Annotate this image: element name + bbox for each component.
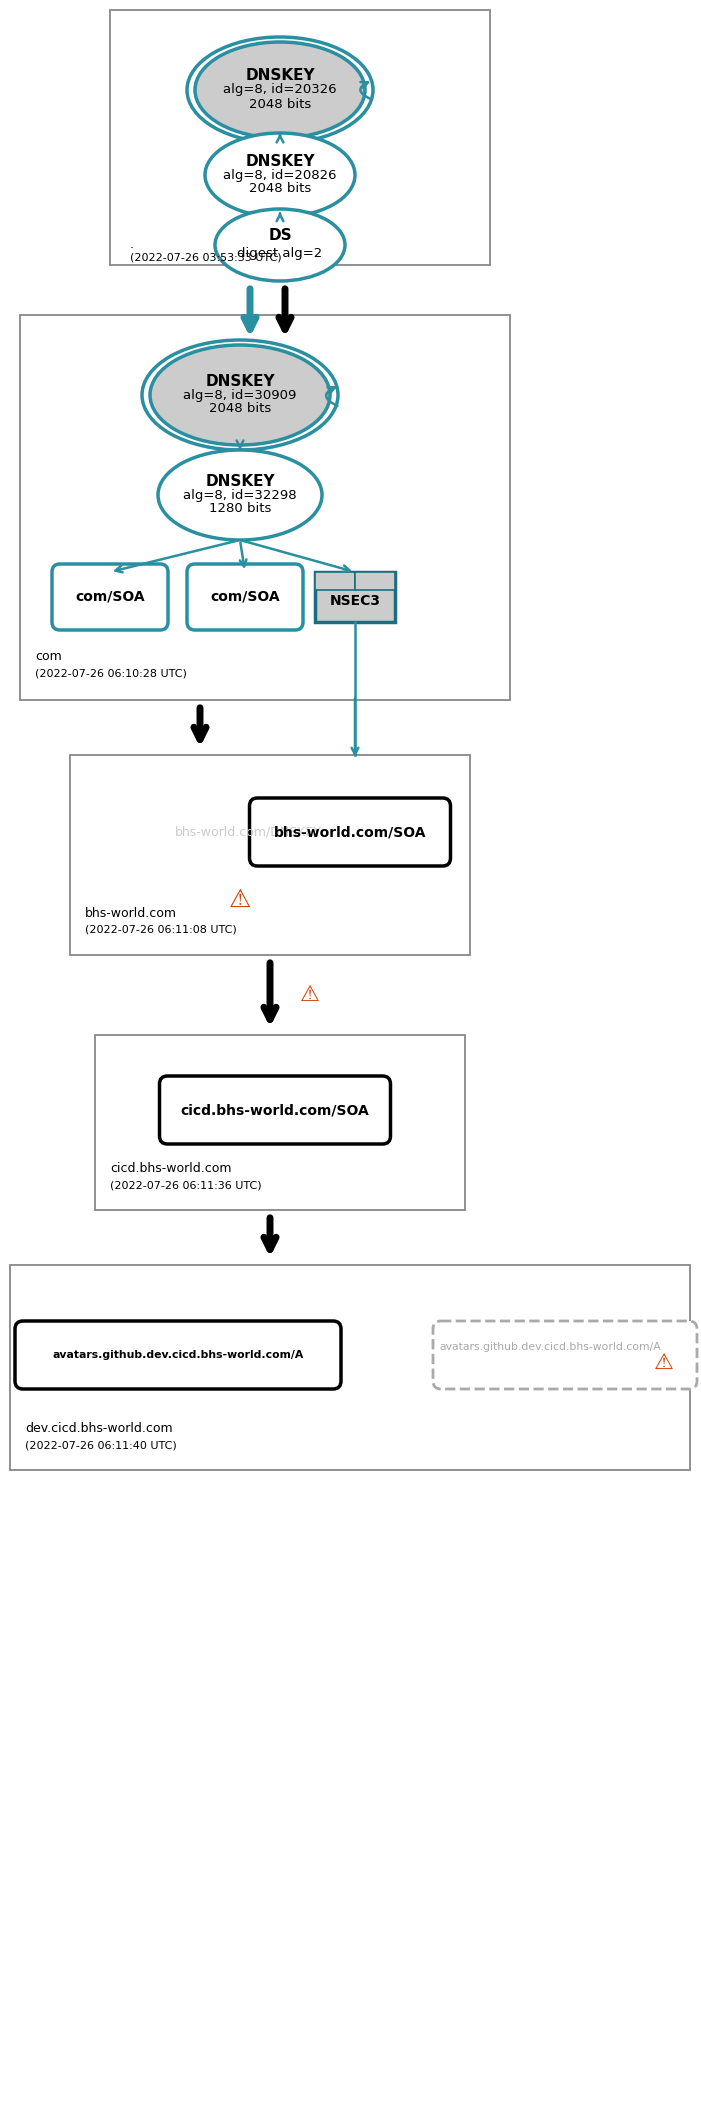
Text: ⚠: ⚠	[654, 1353, 674, 1374]
FancyBboxPatch shape	[187, 564, 303, 630]
Text: alg=8, id=20326: alg=8, id=20326	[223, 83, 336, 96]
FancyBboxPatch shape	[433, 1321, 697, 1389]
Text: avatars.github.dev.cicd.bhs-world.com/A: avatars.github.dev.cicd.bhs-world.com/A	[439, 1342, 661, 1353]
Text: (2022-07-26 06:11:36 UTC): (2022-07-26 06:11:36 UTC)	[110, 1180, 261, 1189]
Text: DNSKEY: DNSKEY	[205, 374, 275, 389]
Text: ⚠: ⚠	[229, 887, 251, 912]
Text: DS: DS	[268, 228, 292, 242]
Bar	[315, 572, 355, 589]
Bar	[70, 755, 470, 955]
FancyBboxPatch shape	[160, 1076, 390, 1144]
Text: DNSKEY: DNSKEY	[245, 68, 315, 83]
Text: NSEC3: NSEC3	[329, 593, 381, 608]
Text: 2048 bits: 2048 bits	[249, 183, 311, 196]
Ellipse shape	[205, 134, 355, 217]
Bar	[355, 572, 395, 589]
Text: alg=8, id=30909: alg=8, id=30909	[184, 389, 297, 402]
Text: com/SOA: com/SOA	[75, 589, 145, 604]
Text: alg=8, id=32298: alg=8, id=32298	[183, 489, 297, 502]
Text: cicd.bhs-world.com/SOA: cicd.bhs-world.com/SOA	[181, 1104, 369, 1117]
Text: ⚠: ⚠	[300, 985, 320, 1004]
Text: (2022-07-26 03:53:33 UTC): (2022-07-26 03:53:33 UTC)	[130, 251, 282, 262]
Text: digest alg=2: digest alg=2	[238, 247, 322, 259]
Text: bhs-world.com/DNSKEY: bhs-world.com/DNSKEY	[175, 825, 322, 838]
Text: 2048 bits: 2048 bits	[249, 98, 311, 111]
Ellipse shape	[158, 451, 322, 540]
FancyBboxPatch shape	[250, 798, 451, 866]
Text: alg=8, id=20826: alg=8, id=20826	[223, 168, 336, 181]
Bar	[20, 315, 510, 700]
Text: (2022-07-26 06:11:08 UTC): (2022-07-26 06:11:08 UTC)	[85, 925, 237, 936]
Text: 2048 bits: 2048 bits	[209, 402, 271, 415]
Text: avatars.github.dev.cicd.bhs-world.com/A: avatars.github.dev.cicd.bhs-world.com/A	[53, 1351, 304, 1359]
Text: dev.cicd.bhs-world.com: dev.cicd.bhs-world.com	[25, 1423, 172, 1436]
FancyBboxPatch shape	[52, 564, 168, 630]
Text: bhs-world.com: bhs-world.com	[85, 906, 177, 921]
Text: com: com	[35, 651, 62, 664]
Bar	[95, 1036, 465, 1210]
Text: DNSKEY: DNSKEY	[245, 153, 315, 168]
Text: (2022-07-26 06:10:28 UTC): (2022-07-26 06:10:28 UTC)	[35, 668, 187, 679]
Text: .: .	[130, 238, 134, 251]
Text: DNSKEY: DNSKEY	[205, 474, 275, 489]
Bar	[110, 11, 490, 266]
Bar	[10, 1266, 690, 1470]
Text: cicd.bhs-world.com: cicd.bhs-world.com	[110, 1161, 231, 1174]
Ellipse shape	[195, 43, 365, 138]
Text: 1280 bits: 1280 bits	[209, 502, 271, 515]
Bar	[315, 572, 395, 621]
FancyBboxPatch shape	[15, 1321, 341, 1389]
Text: (2022-07-26 06:11:40 UTC): (2022-07-26 06:11:40 UTC)	[25, 1440, 177, 1451]
Ellipse shape	[150, 345, 330, 445]
Ellipse shape	[215, 208, 345, 281]
Text: bhs-world.com/SOA: bhs-world.com/SOA	[274, 825, 426, 838]
Text: com/SOA: com/SOA	[210, 589, 280, 604]
